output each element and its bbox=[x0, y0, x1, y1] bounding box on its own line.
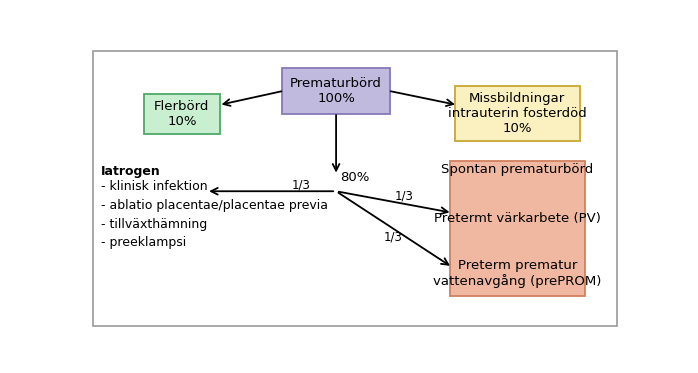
Text: Spontan prematurbörd: Spontan prematurbörd bbox=[441, 163, 593, 176]
Text: Pretermt värkarbete (PV): Pretermt värkarbete (PV) bbox=[434, 212, 601, 225]
Text: 80%: 80% bbox=[341, 171, 370, 184]
Text: Preterm prematur
vattenavgång (prePROM): Preterm prematur vattenavgång (prePROM) bbox=[433, 258, 602, 288]
FancyBboxPatch shape bbox=[144, 94, 220, 134]
Text: - klinisk infektion: - klinisk infektion bbox=[101, 181, 207, 194]
Text: - tillväxthämning: - tillväxthämning bbox=[101, 218, 207, 231]
Text: - preeklampsi: - preeklampsi bbox=[101, 236, 186, 250]
Text: Missbildningar
intrauterin fosterdöd
10%: Missbildningar intrauterin fosterdöd 10% bbox=[448, 92, 587, 135]
FancyBboxPatch shape bbox=[455, 87, 579, 141]
Text: - ablatio placentae/placentae previa: - ablatio placentae/placentae previa bbox=[101, 199, 328, 212]
Text: 1/3: 1/3 bbox=[383, 231, 402, 244]
Text: Prematurbörd
100%: Prematurbörd 100% bbox=[290, 77, 382, 105]
Text: 1/3: 1/3 bbox=[394, 189, 413, 202]
FancyBboxPatch shape bbox=[450, 161, 585, 296]
FancyBboxPatch shape bbox=[282, 68, 390, 114]
FancyBboxPatch shape bbox=[93, 50, 618, 326]
Text: Iatrogen: Iatrogen bbox=[101, 164, 161, 178]
Text: 1/3: 1/3 bbox=[292, 179, 311, 192]
Text: Flerbörd
10%: Flerbörd 10% bbox=[154, 100, 209, 128]
